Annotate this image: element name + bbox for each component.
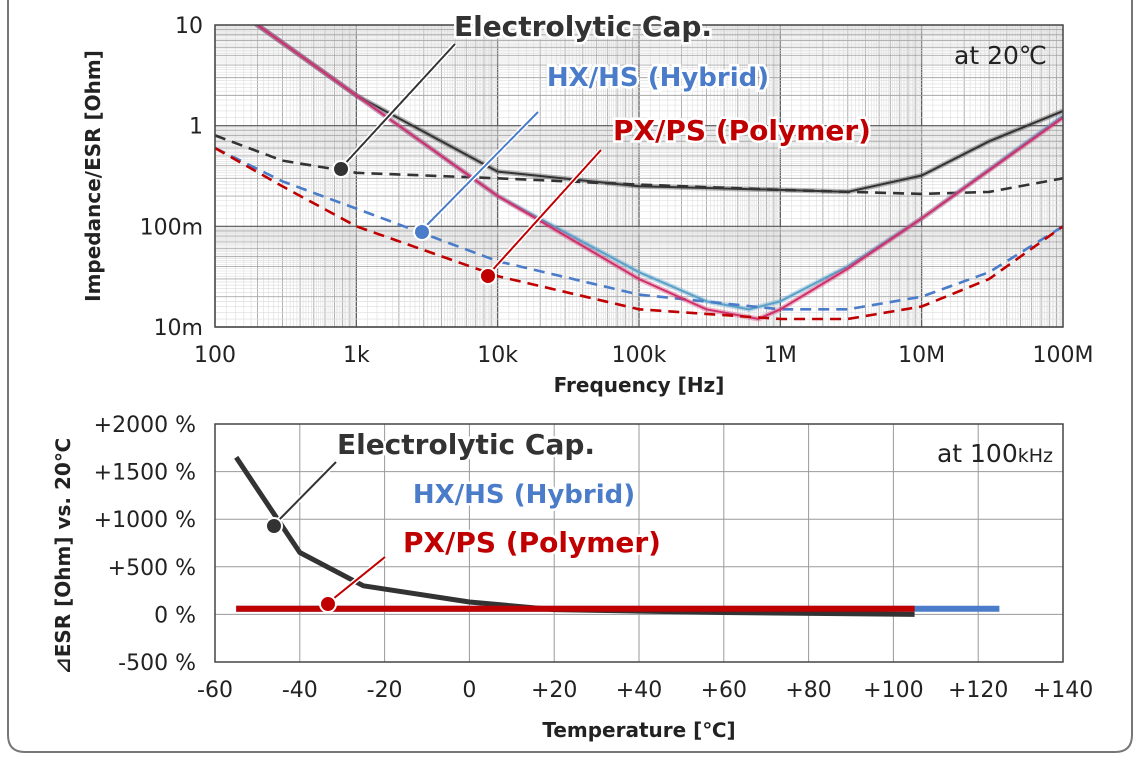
leader-line [421,111,539,231]
bottom-plot-frame [214,423,1064,663]
bottom-x-tick-label: +60 [701,678,747,703]
marker-dot [332,160,350,178]
bottom-x-tick-label: +140 [1033,678,1093,703]
top-x-tick-label: 1M [764,343,797,368]
top-x-tick-label: 10M [898,343,945,368]
marker-dot [413,223,431,241]
annotation-label: HX/HS (Hybrid) [547,63,769,93]
bottom-x-tick-label: +20 [531,678,577,703]
bottom-y-tick-label: +1000 % [94,508,196,533]
top-series [215,25,1063,322]
bottom-y-tick-label: +1500 % [94,461,196,486]
leader-line [327,556,386,604]
top-x-axis-label: Frequency [Hz] [554,373,725,397]
top-plot-frame [214,24,1064,328]
annotation-label: PX/PS (Polymer) [613,114,871,147]
bottom-x-tick-label: +80 [785,678,831,703]
bottom-y-tick-label: +2000 % [94,413,196,438]
temperature-series-0 [234,455,915,617]
panel-border [7,0,1133,753]
esr-line-3 [215,146,1063,311]
annotation-label: Electrolytic Cap. [337,428,595,461]
top-y-tick-label: 1 [189,115,203,140]
annotation-label: PX/PS (Polymer) [403,526,661,559]
leader-line [340,43,456,169]
bottom-tick-labels: -60 -40 -20 0 +20 +40 +60 +80 +100 +120 +140 -500 %… [94,413,1094,703]
bottom-x-tick-label: +120 [948,678,1008,703]
leader-line [273,461,337,526]
bottom-x-axis-label: Temperature [℃] [542,718,735,742]
top-y-tick-label: 100m [140,215,203,240]
bottom-grid [215,424,1063,662]
top-condition-label: at 20℃ [954,41,1047,70]
esr-line-5 [215,146,1063,321]
bottom-x-tick-label: +100 [863,678,923,703]
top-tick-labels: 100 1k 10k 100k 1M 10M 100M 10m 100m 1 10 [140,14,1094,368]
bottom-y-tick-label: -500 % [118,651,196,676]
top-x-tick-label: 100M [1033,343,1094,368]
bottom-condition-label: at 100kHz [937,439,1053,468]
esr-line-1 [215,134,1063,196]
bottom-x-tick-label: -40 [282,678,318,703]
impedance-line-0 [255,25,1063,193]
marker-dot [265,517,283,535]
bottom-x-tick-label: -20 [367,678,403,703]
bottom-y-tick-label: 0 % [154,603,196,628]
impedance-line-4 [255,25,1063,321]
top-annotations: Electrolytic Cap. HX/HS (Hybrid) PX/PS (Po… [332,8,873,285]
bottom-x-tick-label: +40 [616,678,662,703]
bottom-x-tick-label: -60 [197,678,233,703]
top-y-axis-label: Impedance/ESR [Ohm] [81,50,105,302]
marker-dot [319,595,337,613]
leader-line [487,149,602,276]
top-x-tick-label: 100 [194,343,236,368]
annotation-label: HX/HS (Hybrid) [413,480,635,510]
top-y-tick-label: 10 [175,14,203,39]
top-x-tick-label: 10k [477,343,518,368]
top-x-tick-label: 100k [612,343,667,368]
bottom-y-axis-label: ⊿ESR [Ohm] vs. 20℃ [51,438,75,674]
top-y-tick-label: 10m [154,316,203,341]
bottom-series [234,455,1000,617]
top-grid [214,25,1063,328]
marker-dot [479,267,497,285]
annotation-label: Electrolytic Cap. [454,10,712,43]
bottom-annotations: Electrolytic Cap. HX/HS (Hybrid) PX/PS (Po… [265,426,663,613]
bottom-y-tick-label: +500 % [108,556,196,581]
bottom-x-tick-label: 0 [462,678,476,703]
top-x-tick-label: 1k [343,343,370,368]
